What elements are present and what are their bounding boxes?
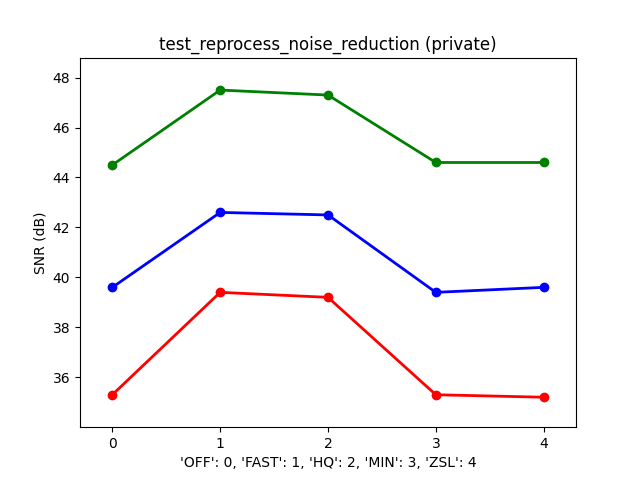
Y-axis label: SNR (dB): SNR (dB) [33, 211, 47, 274]
X-axis label: 'OFF': 0, 'FAST': 1, 'HQ': 2, 'MIN': 3, 'ZSL': 4: 'OFF': 0, 'FAST': 1, 'HQ': 2, 'MIN': 3, … [180, 456, 476, 470]
Title: test_reprocess_noise_reduction (private): test_reprocess_noise_reduction (private) [159, 35, 497, 54]
